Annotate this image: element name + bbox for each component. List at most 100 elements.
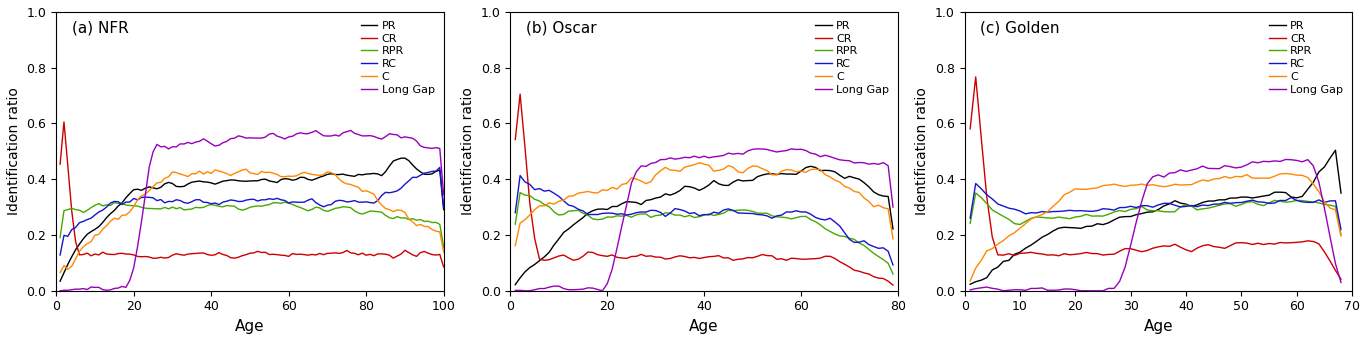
PR xyxy=(280,177,297,181)
RPR xyxy=(141,206,157,210)
PR xyxy=(1295,194,1311,198)
C xyxy=(420,225,436,229)
RC xyxy=(280,201,297,205)
Text: (b) Oscar: (b) Oscar xyxy=(526,20,596,35)
Text: (c) Golden: (c) Golden xyxy=(980,20,1059,35)
CR xyxy=(667,255,684,259)
RPR xyxy=(1178,203,1195,207)
C xyxy=(126,204,142,208)
CR xyxy=(1050,254,1066,258)
Line: RPR: RPR xyxy=(515,193,893,274)
C xyxy=(52,270,68,275)
Long Gap xyxy=(250,136,267,140)
Long Gap xyxy=(409,139,425,143)
PR xyxy=(658,192,674,196)
RPR xyxy=(511,191,528,195)
Line: Long Gap: Long Gap xyxy=(971,160,1341,291)
RC xyxy=(141,195,157,199)
RPR xyxy=(276,200,293,204)
X-axis label: Age: Age xyxy=(689,319,719,334)
CR xyxy=(409,254,425,258)
Legend: PR, CR, RPR, RC, C, Long Gap: PR, CR, RPR, RC, C, Long Gap xyxy=(357,17,437,98)
RPR xyxy=(1057,216,1073,220)
RPR xyxy=(1300,199,1316,204)
CR xyxy=(436,265,452,269)
C xyxy=(962,279,979,283)
Line: RPR: RPR xyxy=(60,202,444,247)
RC xyxy=(614,212,630,216)
RPR xyxy=(1122,207,1139,211)
RC xyxy=(436,206,452,210)
C xyxy=(141,189,157,193)
CR xyxy=(1333,277,1349,281)
Long Gap xyxy=(1233,165,1249,169)
Long Gap xyxy=(749,147,766,151)
RPR xyxy=(1333,233,1349,237)
RPR xyxy=(409,218,425,222)
RPR xyxy=(787,216,804,220)
CR xyxy=(962,127,979,131)
C xyxy=(884,237,901,241)
PR xyxy=(783,172,800,176)
Y-axis label: Identification ratio: Identification ratio xyxy=(7,87,21,215)
CR xyxy=(787,256,804,261)
CR xyxy=(604,253,621,257)
Long Gap xyxy=(730,151,746,155)
PR xyxy=(420,173,436,177)
RPR xyxy=(1050,215,1066,219)
Line: CR: CR xyxy=(60,122,444,267)
Line: CR: CR xyxy=(971,77,1341,279)
PR xyxy=(1333,191,1349,195)
RPR xyxy=(250,204,267,208)
Line: Long Gap: Long Gap xyxy=(60,130,444,291)
Line: C: C xyxy=(971,174,1341,281)
CR xyxy=(253,250,269,254)
Long Gap xyxy=(1277,158,1293,162)
Long Gap xyxy=(517,289,533,293)
Long Gap xyxy=(52,289,68,293)
CR xyxy=(1300,239,1316,243)
C xyxy=(662,168,678,172)
Long Gap xyxy=(614,224,630,228)
CR xyxy=(662,256,678,261)
Line: PR: PR xyxy=(515,166,893,285)
Long Gap xyxy=(280,135,297,139)
RC xyxy=(787,209,804,213)
Line: RC: RC xyxy=(60,167,444,255)
Y-axis label: Identification ratio: Identification ratio xyxy=(916,87,930,215)
Line: RPR: RPR xyxy=(971,193,1341,235)
Long Gap xyxy=(141,165,157,169)
CR xyxy=(1122,247,1139,251)
Long Gap xyxy=(793,147,809,151)
C xyxy=(436,250,452,254)
RC xyxy=(416,171,432,175)
Line: Long Gap: Long Gap xyxy=(515,149,893,291)
PR xyxy=(1178,202,1195,206)
RC xyxy=(604,211,621,215)
CR xyxy=(614,256,630,260)
C xyxy=(409,224,425,228)
RC xyxy=(250,199,267,203)
Long Gap xyxy=(667,157,684,161)
RPR xyxy=(962,221,979,225)
CR xyxy=(1178,248,1195,252)
PR xyxy=(507,283,524,287)
C xyxy=(1277,172,1293,176)
CR xyxy=(145,256,161,261)
RPR xyxy=(604,215,621,219)
Long Gap xyxy=(1311,180,1327,184)
RC xyxy=(662,211,678,215)
RPR xyxy=(284,202,301,206)
Long Gap xyxy=(1305,164,1322,168)
PR xyxy=(126,188,142,192)
PR xyxy=(725,180,741,184)
Long Gap xyxy=(507,288,524,293)
Line: C: C xyxy=(60,169,444,272)
Long Gap xyxy=(1260,160,1277,164)
RPR xyxy=(436,245,452,249)
RC xyxy=(52,253,68,257)
PR xyxy=(1044,229,1061,233)
RPR xyxy=(968,191,984,195)
RPR xyxy=(730,208,746,212)
C xyxy=(608,187,625,191)
